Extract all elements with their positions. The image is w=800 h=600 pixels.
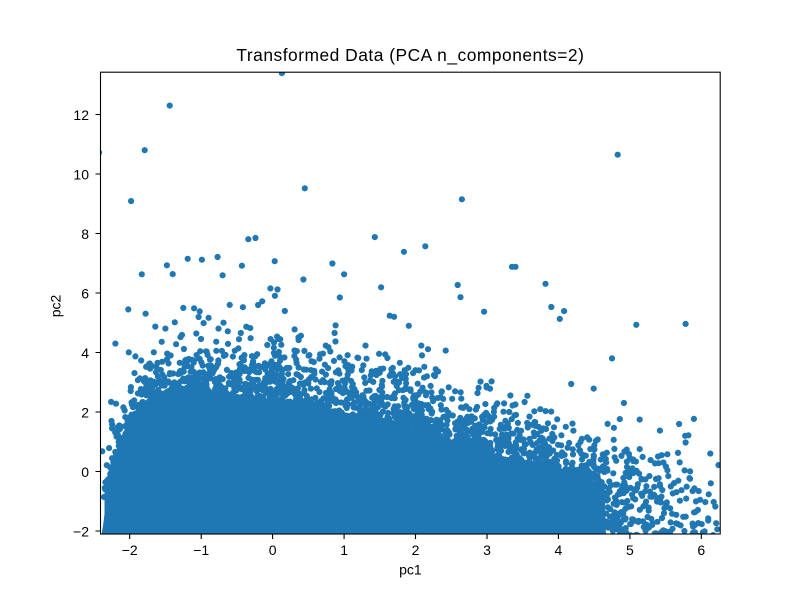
svg-text:3: 3 bbox=[483, 542, 491, 558]
svg-text:4: 4 bbox=[81, 345, 89, 361]
svg-text:Transformed Data (PCA n_compon: Transformed Data (PCA n_components=2) bbox=[236, 45, 584, 65]
svg-text:0: 0 bbox=[269, 542, 277, 558]
svg-text:−2: −2 bbox=[122, 542, 138, 558]
svg-text:10: 10 bbox=[73, 166, 89, 182]
svg-text:6: 6 bbox=[697, 542, 705, 558]
svg-text:−1: −1 bbox=[193, 542, 209, 558]
svg-text:−2: −2 bbox=[73, 523, 89, 539]
svg-text:4: 4 bbox=[555, 542, 563, 558]
svg-text:pc1: pc1 bbox=[399, 562, 422, 578]
svg-text:2: 2 bbox=[81, 404, 89, 420]
svg-text:0: 0 bbox=[81, 464, 89, 480]
svg-text:2: 2 bbox=[412, 542, 420, 558]
svg-text:1: 1 bbox=[340, 542, 348, 558]
svg-text:8: 8 bbox=[81, 226, 89, 242]
svg-text:6: 6 bbox=[81, 285, 89, 301]
svg-text:pc2: pc2 bbox=[47, 295, 63, 318]
svg-text:5: 5 bbox=[626, 542, 634, 558]
svg-text:12: 12 bbox=[73, 107, 89, 123]
